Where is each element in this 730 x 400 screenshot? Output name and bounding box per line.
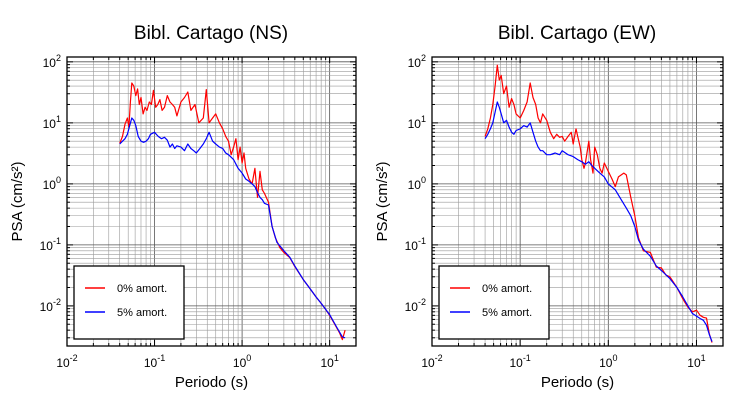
y-tick-base: 10 (408, 56, 422, 70)
x-tick-label: 10-1 (144, 353, 165, 370)
chart-title: Bibl. Cartago (EW) (498, 23, 656, 44)
x-tick-label: 10-1 (509, 353, 530, 370)
y-tick-label: 101 (408, 114, 426, 131)
x-tick-exponent: 1 (334, 353, 339, 363)
y-tick-exponent: 1 (421, 114, 426, 124)
x-tick-base: 10 (421, 356, 435, 370)
x-tick-exponent: 0 (612, 353, 617, 363)
x-tick-base: 10 (144, 356, 158, 370)
y-tick-exponent: -1 (53, 236, 61, 246)
x-tick-label: 100 (599, 353, 617, 370)
series-line-1 (119, 117, 346, 339)
y-axis-label: PSA (cm/s²) (9, 161, 26, 241)
plot-frame (66, 56, 357, 347)
y-tick-exponent: 0 (56, 175, 61, 185)
y-tick-label: 100 (408, 175, 426, 192)
y-tick-base: 10 (43, 117, 57, 131)
y-tick-exponent: 2 (421, 53, 426, 63)
y-tick-base: 10 (43, 178, 57, 192)
legend-label-1: 5% amort. (482, 307, 532, 319)
y-tick-exponent: -2 (53, 297, 61, 307)
y-tick-exponent: -1 (418, 236, 426, 246)
y-tick-base: 10 (40, 239, 54, 253)
y-tick-base: 10 (40, 300, 54, 314)
y-tick-label: 102 (43, 53, 61, 70)
legend-label-0: 0% amort. (117, 283, 167, 295)
x-tick-exponent: 0 (246, 353, 251, 363)
y-tick-exponent: -2 (418, 297, 426, 307)
y-tick-label: 101 (43, 114, 61, 131)
y-tick-base: 10 (43, 56, 57, 70)
plot-frame (431, 56, 724, 347)
series-line-1 (484, 101, 713, 342)
x-tick-exponent: -2 (435, 353, 443, 363)
y-tick-label: 10-1 (40, 236, 61, 253)
legend-box (73, 265, 185, 340)
y-tick-base: 10 (408, 117, 422, 131)
y-tick-label: 10-1 (405, 236, 426, 253)
x-tick-base: 10 (509, 356, 523, 370)
x-tick-base: 10 (233, 356, 247, 370)
x-tick-base: 10 (56, 356, 70, 370)
legend-label-0: 0% amort. (482, 283, 532, 295)
legend-label-1: 5% amort. (117, 307, 167, 319)
y-tick-base: 10 (405, 239, 419, 253)
y-tick-label: 100 (43, 175, 61, 192)
legend-box (438, 265, 550, 340)
series-line-0 (119, 82, 346, 341)
x-tick-label: 101 (687, 353, 705, 370)
y-tick-exponent: 1 (56, 114, 61, 124)
y-tick-label: 10-2 (405, 297, 426, 314)
x-tick-base: 10 (599, 356, 613, 370)
x-tick-label: 10-2 (421, 353, 442, 370)
x-axis-label: Periodo (s) (541, 374, 614, 391)
y-tick-label: 10-2 (40, 297, 61, 314)
y-tick-base: 10 (408, 178, 422, 192)
y-tick-exponent: 0 (421, 175, 426, 185)
y-tick-label: 102 (408, 53, 426, 70)
legend: 0% amort. 5% amort. (73, 265, 185, 340)
y-axis-label: PSA (cm/s²) (374, 161, 391, 241)
x-tick-exponent: 1 (701, 353, 706, 363)
chart-title: Bibl. Cartago (NS) (134, 23, 288, 44)
x-tick-base: 10 (320, 356, 334, 370)
y-tick-base: 10 (405, 300, 419, 314)
legend: 0% amort. 5% amort. (438, 265, 550, 340)
y-tick-exponent: 2 (56, 53, 61, 63)
x-tick-exponent: -2 (70, 353, 78, 363)
x-axis-label: Periodo (s) (175, 374, 248, 391)
x-tick-label: 101 (320, 353, 338, 370)
x-tick-label: 10-2 (56, 353, 77, 370)
x-tick-exponent: -1 (523, 353, 531, 363)
grid (66, 57, 357, 346)
x-tick-base: 10 (687, 356, 701, 370)
x-tick-exponent: -1 (157, 353, 165, 363)
series-line-0 (484, 64, 713, 343)
x-tick-label: 100 (233, 353, 251, 370)
